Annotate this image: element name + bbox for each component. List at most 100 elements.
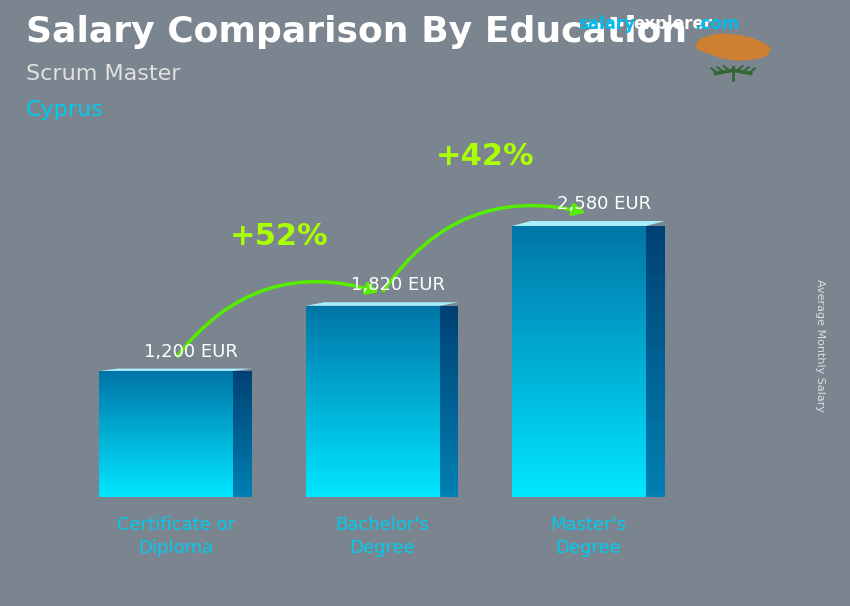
Bar <box>99 474 234 476</box>
Bar <box>234 436 252 438</box>
Bar <box>512 429 646 434</box>
Bar <box>306 452 440 456</box>
Bar <box>440 430 458 433</box>
Bar <box>234 390 252 392</box>
Bar <box>440 424 458 427</box>
Bar <box>99 448 234 451</box>
Bar <box>646 348 665 352</box>
Text: Master's
Degree: Master's Degree <box>551 516 626 558</box>
Text: Salary Comparison By Education: Salary Comparison By Education <box>26 15 687 49</box>
Bar <box>646 262 665 267</box>
Bar <box>234 396 252 398</box>
Bar <box>99 377 234 379</box>
Bar <box>306 418 440 421</box>
Bar <box>512 425 646 429</box>
Bar <box>440 391 458 395</box>
Bar <box>440 325 458 328</box>
Bar <box>306 328 440 331</box>
Bar <box>646 366 665 370</box>
Bar <box>646 316 665 321</box>
Bar <box>440 408 458 411</box>
Bar <box>306 382 440 385</box>
Bar <box>646 289 665 294</box>
Bar <box>306 379 440 382</box>
Bar <box>512 298 646 303</box>
Bar <box>646 285 665 289</box>
Bar <box>440 471 458 474</box>
Bar <box>234 444 252 447</box>
Bar <box>646 461 665 465</box>
Bar <box>306 366 440 370</box>
Bar <box>306 341 440 344</box>
Bar <box>512 470 646 474</box>
Bar <box>646 361 665 366</box>
Bar <box>440 306 458 309</box>
Bar <box>99 447 234 448</box>
Bar <box>512 244 646 248</box>
Bar <box>306 363 440 366</box>
Bar <box>646 307 665 311</box>
Bar <box>646 484 665 488</box>
Bar <box>99 440 234 442</box>
Bar <box>99 467 234 470</box>
Bar <box>440 353 458 357</box>
Bar <box>99 455 234 457</box>
Bar <box>512 311 646 316</box>
Bar <box>234 493 252 495</box>
Bar <box>512 339 646 344</box>
Bar <box>306 376 440 379</box>
Bar <box>646 226 665 230</box>
Bar <box>646 447 665 451</box>
Bar <box>512 366 646 370</box>
Bar <box>234 465 252 467</box>
Bar <box>234 440 252 442</box>
Bar <box>512 465 646 470</box>
Bar <box>234 381 252 384</box>
Bar <box>512 330 646 335</box>
Bar <box>440 350 458 353</box>
Bar <box>99 398 234 401</box>
Bar <box>306 433 440 436</box>
Bar <box>306 388 440 391</box>
Bar <box>512 253 646 258</box>
Bar <box>512 438 646 443</box>
Bar <box>306 424 440 427</box>
Text: Average Monthly Salary: Average Monthly Salary <box>815 279 825 412</box>
Bar <box>512 479 646 484</box>
Bar <box>646 429 665 434</box>
Bar <box>440 459 458 462</box>
Bar <box>99 444 234 447</box>
Bar <box>234 401 252 402</box>
Bar <box>512 294 646 298</box>
Bar <box>306 338 440 341</box>
Bar <box>440 401 458 405</box>
Bar <box>440 370 458 373</box>
Bar <box>234 385 252 388</box>
Bar <box>646 244 665 248</box>
Bar <box>306 319 440 322</box>
Bar <box>646 438 665 443</box>
Bar <box>306 405 440 408</box>
Bar <box>440 338 458 341</box>
Text: 2,580 EUR: 2,580 EUR <box>557 195 651 213</box>
Bar <box>99 385 234 388</box>
Bar <box>99 434 234 436</box>
Bar <box>99 442 234 444</box>
Bar <box>234 425 252 428</box>
Text: salary: salary <box>578 15 635 33</box>
Bar <box>646 357 665 361</box>
Text: +52%: +52% <box>230 222 328 251</box>
Bar <box>512 325 646 330</box>
Bar <box>646 479 665 484</box>
Bar <box>234 482 252 484</box>
Bar <box>646 258 665 262</box>
Bar <box>440 449 458 452</box>
Bar <box>234 447 252 448</box>
Bar <box>646 311 665 316</box>
Bar <box>306 373 440 376</box>
Bar <box>646 443 665 447</box>
Bar <box>306 357 440 360</box>
Bar <box>99 419 234 421</box>
Bar <box>234 438 252 440</box>
Bar <box>440 312 458 315</box>
